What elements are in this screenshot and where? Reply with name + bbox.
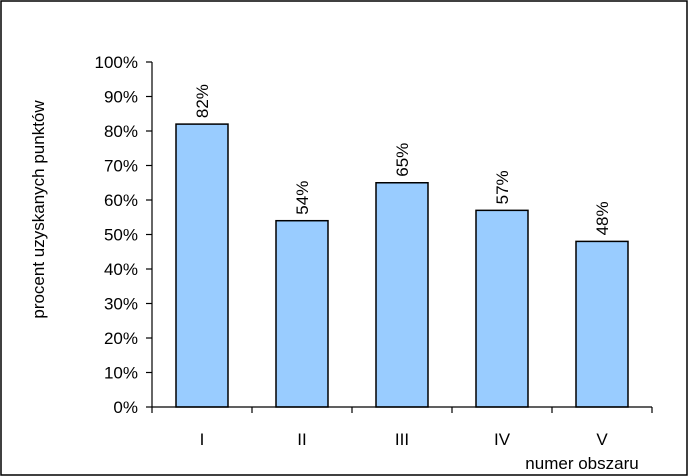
x-tick-label: III	[395, 430, 409, 449]
y-tick-label: 90%	[104, 88, 138, 107]
x-axis-ticks: I II III IV V	[151, 407, 653, 449]
x-tick-label: V	[596, 430, 608, 449]
y-tick-label: 50%	[104, 226, 138, 245]
y-tick-label: 80%	[104, 122, 138, 141]
y-tick-label: 70%	[104, 157, 138, 176]
bar-data-label: 54%	[293, 181, 312, 215]
x-tick-label: I	[200, 430, 205, 449]
bar-data-label: 82%	[193, 84, 212, 118]
bar-3	[375, 182, 429, 408]
y-axis-ticks: 0% 10% 20% 30% 40% 50% 60% 70% 80% 90% 100%	[95, 53, 152, 417]
bar-2	[275, 219, 329, 408]
y-tick-label: 60%	[104, 191, 138, 210]
y-tick-label: 0%	[113, 398, 138, 417]
bar-data-label: 57%	[493, 170, 512, 204]
x-axis-title: numer obszaru	[525, 454, 638, 473]
bar-5	[575, 240, 629, 408]
bar-4	[475, 209, 529, 408]
y-tick-label: 40%	[104, 260, 138, 279]
y-axis-title: procent uzyskanych punktów	[29, 100, 48, 319]
bar-data-label: 48%	[593, 201, 612, 235]
x-tick-label: IV	[494, 430, 511, 449]
y-tick-label: 30%	[104, 295, 138, 314]
data-labels: 82% 54% 65% 57% 48%	[193, 84, 612, 235]
bar-data-label: 65%	[393, 143, 412, 177]
y-tick-label: 10%	[104, 364, 138, 383]
bar-1	[175, 123, 229, 408]
y-tick-label: 20%	[104, 329, 138, 348]
x-tick-label: II	[297, 430, 306, 449]
y-tick-label: 100%	[95, 53, 138, 72]
